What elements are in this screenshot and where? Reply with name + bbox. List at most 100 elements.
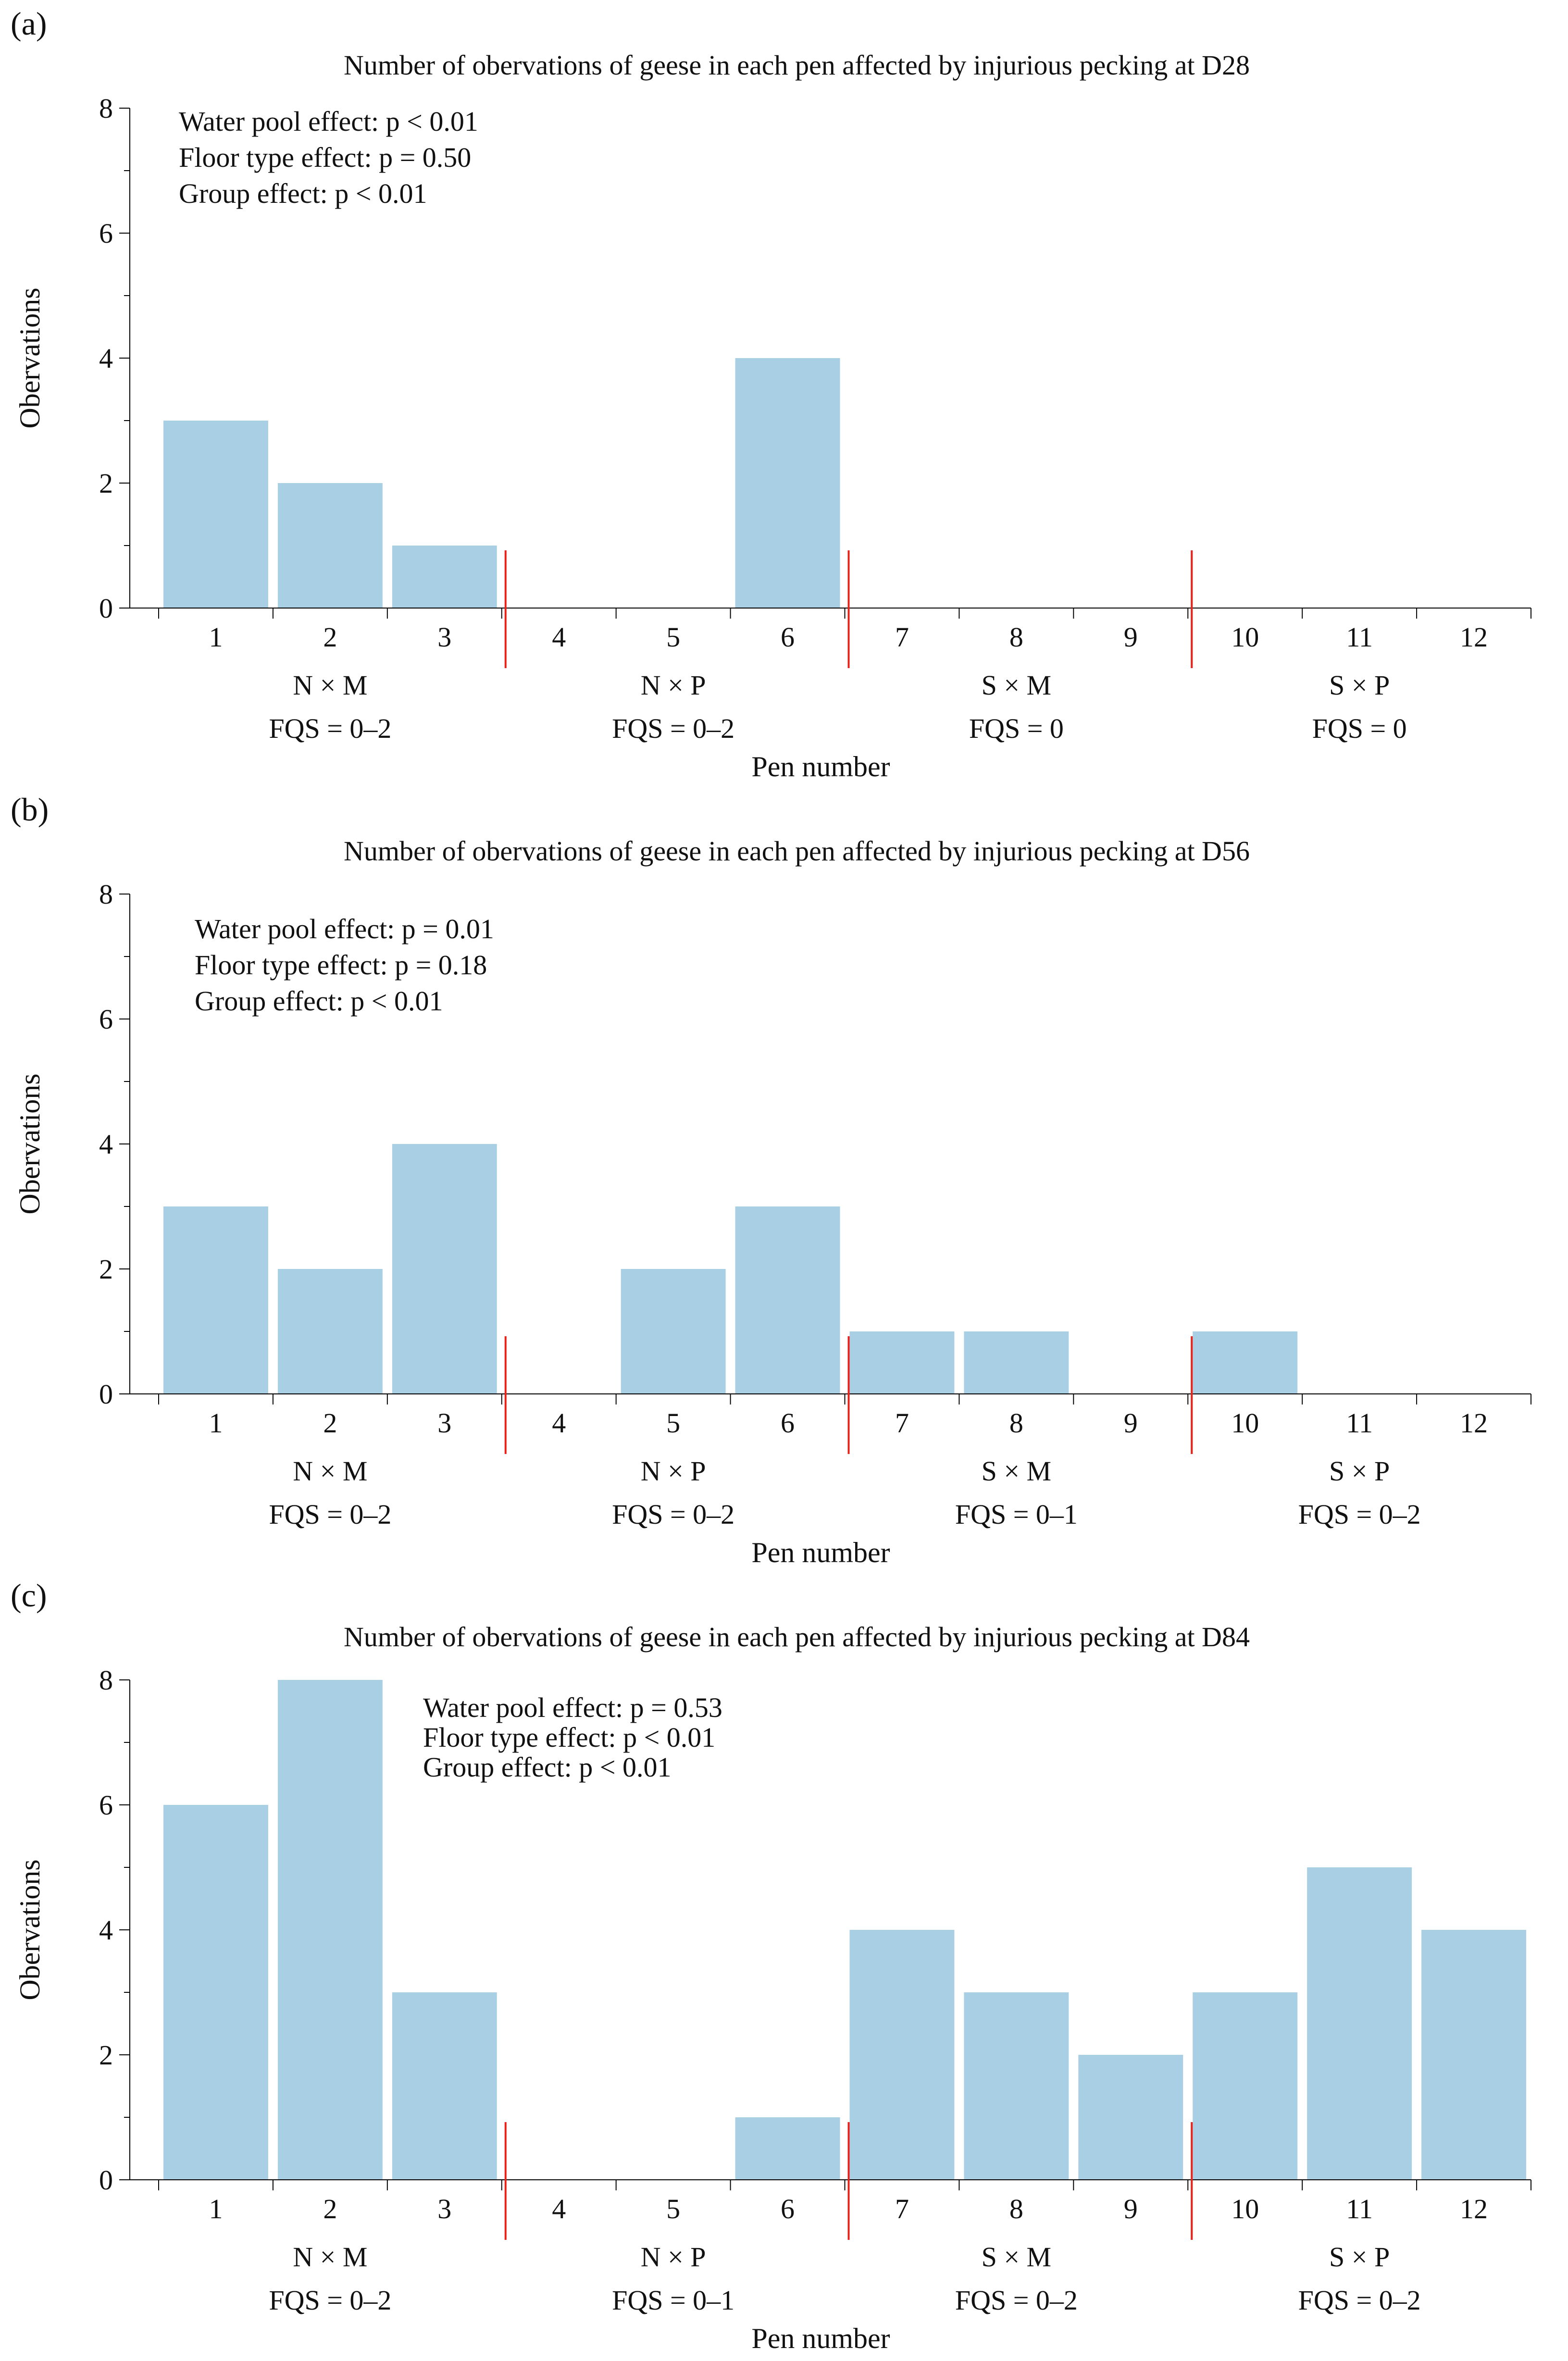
bar-pen-7 (849, 1331, 955, 1394)
group-fqs-label: FQS = 0 (969, 713, 1064, 744)
x-tick-label: 3 (437, 621, 451, 653)
group-name-label: N × M (293, 1455, 367, 1487)
x-tick-label: 1 (209, 1407, 223, 1439)
y-tick-label: 2 (99, 1254, 113, 1285)
group-fqs-label: FQS = 0–2 (1298, 1499, 1421, 1530)
bar-pen-12 (1421, 1930, 1526, 2180)
group-fqs-label: FQS = 0–1 (955, 1499, 1078, 1530)
group-fqs-label: FQS = 0 (1312, 713, 1407, 744)
group-name-label: N × P (641, 670, 706, 701)
group-name-label: N × P (641, 1455, 706, 1487)
stat-annotation: Group effect: p < 0.01 (179, 178, 427, 209)
x-axis-title: Pen number (751, 751, 890, 783)
y-axis-title: Obervations (14, 1073, 46, 1214)
x-tick-label: 1 (209, 2193, 223, 2224)
x-tick-label: 12 (1460, 1407, 1488, 1439)
y-tick-label: 8 (99, 1665, 113, 1696)
x-tick-label: 7 (895, 1407, 909, 1439)
x-tick-label: 5 (666, 621, 680, 653)
x-tick-label: 9 (1124, 2193, 1138, 2224)
x-tick-label: 7 (895, 2193, 909, 2224)
y-tick-label: 0 (99, 593, 113, 624)
x-axis-title: Pen number (751, 2323, 890, 2354)
stat-label: Water pool effect: p (195, 913, 416, 944)
group-fqs-label: FQS = 0–2 (269, 713, 391, 744)
bar-pen-2 (277, 1269, 383, 1394)
bar-pen-7 (849, 1930, 955, 2180)
bar-pen-3 (392, 1992, 497, 2180)
stat-label: Water pool effect: p (179, 106, 400, 137)
stat-annotation: Floor type effect: p = 0.18 (195, 949, 487, 981)
bar-pen-2 (277, 483, 383, 608)
stat-annotation: Water pool effect: p < 0.01 (179, 106, 478, 137)
stat-value: < 0.01 (348, 178, 427, 209)
group-fqs-label: FQS = 0–2 (612, 1499, 734, 1530)
x-tick-label: 6 (781, 1407, 795, 1439)
group-name-label: S × M (982, 1455, 1052, 1487)
stat-label: Floor type effect: p (179, 142, 393, 173)
stat-value: < 0.01 (593, 1752, 671, 1783)
group-fqs-label: FQS = 0–1 (612, 2285, 734, 2316)
bar-pen-6 (735, 358, 840, 608)
stat-value: = 0.50 (393, 142, 471, 173)
x-tick-label: 4 (552, 2193, 566, 2224)
x-tick-label: 11 (1346, 2193, 1373, 2224)
stat-value: < 0.01 (364, 985, 443, 1017)
y-tick-label: 6 (99, 1789, 113, 1821)
x-tick-label: 9 (1124, 1407, 1138, 1439)
group-name-label: N × M (293, 670, 367, 701)
bar-pen-5 (621, 1269, 726, 1394)
chart-title: Number of obervations of geese in each p… (344, 1621, 1250, 1653)
group-fqs-label: FQS = 0–2 (269, 2285, 391, 2316)
y-tick-label: 4 (99, 1129, 113, 1160)
stat-value: = 0.01 (416, 913, 494, 944)
stat-label: Group effect: p (195, 985, 364, 1017)
y-axis-title: Obervations (14, 287, 46, 428)
stat-label: Floor type effect: p (195, 949, 409, 981)
stat-label: Group effect: p (179, 178, 348, 209)
x-tick-label: 4 (552, 1407, 566, 1439)
stat-value: = 0.18 (409, 949, 487, 981)
group-name-label: S × M (982, 2241, 1052, 2273)
stat-label: Water pool effect: p (423, 1692, 644, 1723)
panel-label: (a) (11, 5, 47, 42)
y-tick-label: 0 (99, 2164, 113, 2196)
bar-pen-8 (964, 1992, 1069, 2180)
y-tick-label: 4 (99, 343, 113, 374)
y-tick-label: 2 (99, 2039, 113, 2071)
x-tick-label: 5 (666, 2193, 680, 2224)
stat-annotation: Floor type effect: p < 0.01 (423, 1722, 715, 1753)
x-tick-label: 12 (1460, 2193, 1488, 2224)
x-axis-title: Pen number (751, 1537, 890, 1568)
x-tick-label: 6 (781, 2193, 795, 2224)
chart-title: Number of obervations of geese in each p… (344, 835, 1250, 867)
stat-annotation: Water pool effect: p = 0.53 (423, 1692, 722, 1723)
stat-value: = 0.53 (644, 1692, 722, 1723)
bar-pen-3 (392, 1144, 497, 1394)
bar-pen-6 (735, 1206, 840, 1394)
x-tick-label: 8 (1009, 2193, 1023, 2224)
stat-label: Group effect: p (423, 1752, 593, 1783)
bar-pen-11 (1307, 1867, 1412, 2180)
x-tick-label: 10 (1231, 621, 1259, 653)
bar-pen-10 (1193, 1331, 1298, 1394)
chart-panel-c: (c) Number of obervations of geese in eac… (11, 1577, 1531, 2354)
panel-label: (c) (11, 1577, 47, 1614)
stat-value: < 0.01 (400, 106, 478, 137)
x-tick-label: 5 (666, 1407, 680, 1439)
x-tick-label: 8 (1009, 1407, 1023, 1439)
x-tick-label: 8 (1009, 621, 1023, 653)
stat-label: Floor type effect: p (423, 1722, 637, 1753)
y-tick-label: 6 (99, 1004, 113, 1035)
group-name-label: N × M (293, 2241, 367, 2273)
x-tick-label: 1 (209, 621, 223, 653)
group-fqs-label: FQS = 0–2 (269, 1499, 391, 1530)
group-name-label: S × P (1329, 2241, 1390, 2273)
x-tick-label: 11 (1346, 621, 1373, 653)
x-tick-label: 2 (323, 1407, 337, 1439)
chart-panel-a: (a) Number of obervations of geese in eac… (11, 5, 1531, 783)
y-tick-label: 2 (99, 468, 113, 499)
x-tick-label: 2 (323, 2193, 337, 2224)
bar-pen-6 (735, 2117, 840, 2180)
